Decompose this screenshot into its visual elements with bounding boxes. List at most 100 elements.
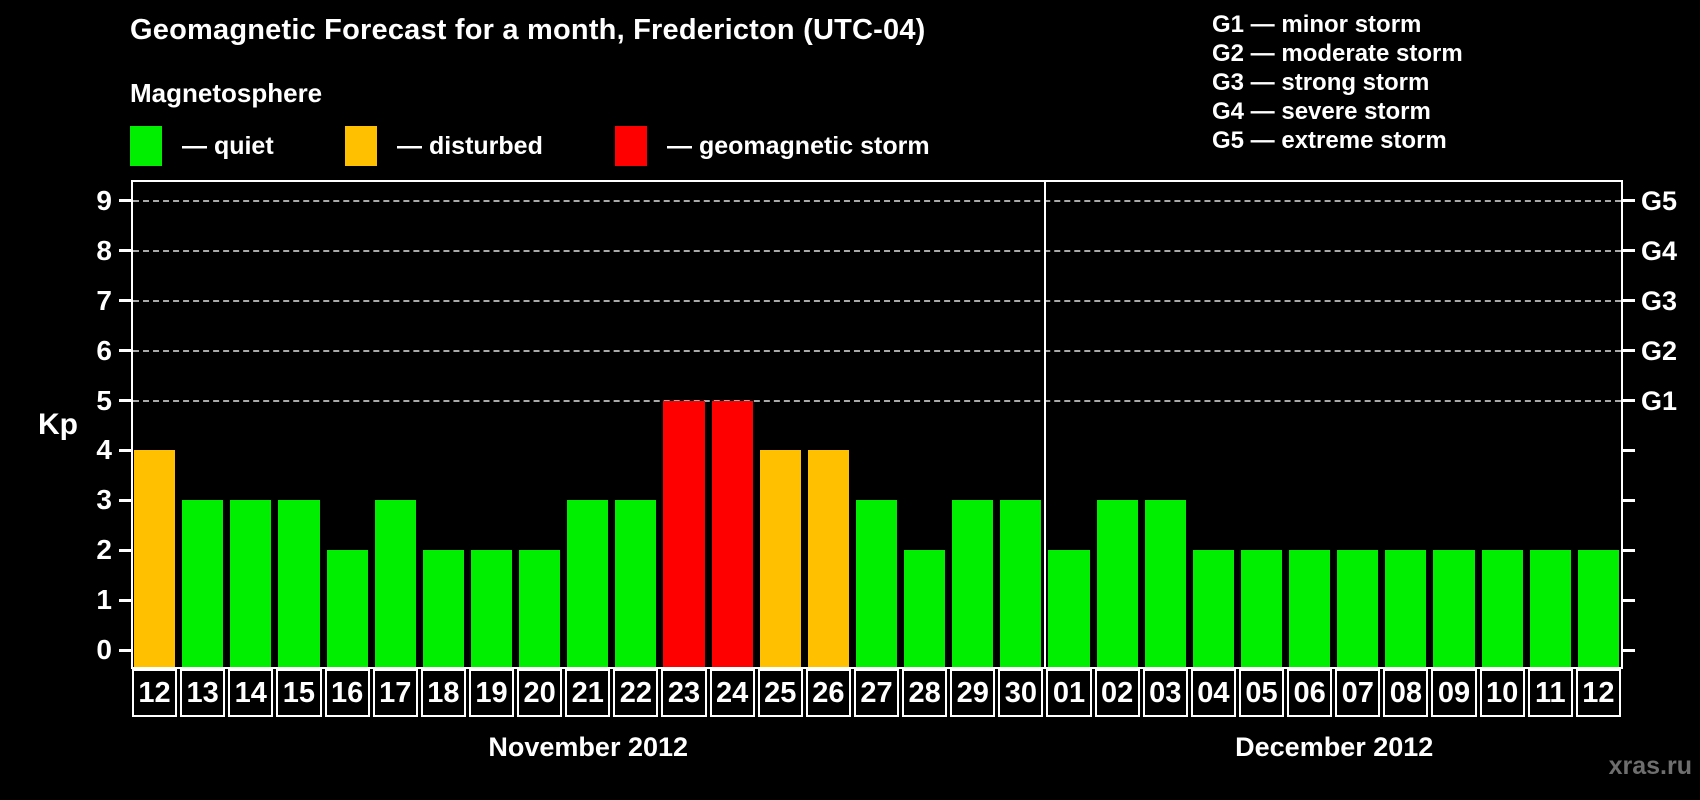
left-axis-tick <box>119 448 131 452</box>
disturbed-color-swatch <box>345 126 377 166</box>
gridline-kp7 <box>133 299 1621 302</box>
legend-title: Magnetosphere <box>130 78 323 108</box>
legend-item-label: — quiet <box>182 131 274 160</box>
g-scale-tick-label: G3 <box>1641 285 1678 316</box>
g-legend-line-g3: G3 — strong storm <box>1212 69 1430 96</box>
kp-bar <box>904 550 946 667</box>
kp-bar <box>422 550 464 667</box>
right-axis-tick <box>1623 648 1635 652</box>
kp-bar <box>1240 550 1283 667</box>
day-label: 01 <box>1046 669 1092 717</box>
y-tick-label: 3 <box>96 484 112 516</box>
left-axis-tick <box>119 548 131 552</box>
kp-bar <box>1096 500 1138 667</box>
kp-bar <box>519 550 561 667</box>
day-label: 24 <box>709 669 755 717</box>
day-label: 16 <box>324 669 370 717</box>
kp-bar <box>1337 550 1379 667</box>
kp-bar <box>182 500 224 667</box>
left-axis-tick <box>119 648 131 652</box>
right-axis-tick <box>1623 498 1635 502</box>
day-label: 12 <box>1575 669 1621 717</box>
day-label: 30 <box>998 669 1044 717</box>
left-axis-tick <box>119 498 131 502</box>
page-title: Geomagnetic Forecast for a month, Freder… <box>130 14 926 46</box>
kp-bar <box>759 450 801 667</box>
right-axis-tick <box>1623 199 1635 203</box>
kp-bar <box>1385 550 1427 667</box>
left-axis-tick <box>119 349 131 353</box>
storm-color-swatch <box>615 126 647 166</box>
y-axis-label: Kp <box>38 408 78 441</box>
left-axis-tick <box>119 598 131 602</box>
y-tick-label: 6 <box>96 334 112 366</box>
right-axis-tick <box>1623 249 1635 253</box>
watermark: xras.ru <box>1608 752 1692 780</box>
legend-item-quiet: — quiet <box>130 126 274 166</box>
kp-bar <box>230 500 272 667</box>
day-label: 21 <box>565 669 611 717</box>
y-tick-label: 5 <box>96 384 112 416</box>
g-scale-tick-label: G4 <box>1641 235 1678 266</box>
kp-bar <box>1192 550 1234 667</box>
right-axis-tick <box>1623 548 1635 552</box>
right-axis-tick <box>1623 299 1635 303</box>
g-scale-legend: G1 — minor storm G2 — moderate storm G3 … <box>1212 10 1463 155</box>
y-tick-label: 8 <box>96 234 112 266</box>
kp-bar <box>855 500 898 667</box>
day-label: 23 <box>661 669 707 717</box>
kp-bar <box>1048 550 1090 667</box>
day-label: 15 <box>276 669 322 717</box>
gridline-kp5 <box>133 399 1621 402</box>
legend-item-disturbed: — disturbed <box>345 126 543 166</box>
day-label: 20 <box>517 669 563 717</box>
y-tick-label: 9 <box>96 184 112 216</box>
right-axis-tick <box>1623 598 1635 602</box>
kp-bar <box>711 400 753 667</box>
y-tick-label: 0 <box>96 634 112 665</box>
kp-bar <box>1433 550 1475 667</box>
right-axis-tick <box>1623 448 1635 452</box>
kp-bar <box>1529 550 1571 667</box>
kp-bar <box>1000 500 1042 667</box>
kp-bar <box>1289 550 1331 667</box>
legend-item-label: — geomagnetic storm <box>667 131 930 160</box>
day-label: 11 <box>1527 669 1573 717</box>
right-axis-tick <box>1623 399 1635 402</box>
day-label: 05 <box>1238 669 1285 717</box>
day-label: 14 <box>228 669 274 717</box>
g-legend-line-g1: G1 — minor storm <box>1212 11 1422 38</box>
y-tick-label: 2 <box>96 534 112 566</box>
kp-bar <box>326 550 368 667</box>
left-axis-tick <box>119 299 131 303</box>
y-tick-label: 7 <box>96 284 112 316</box>
day-label: 13 <box>180 669 226 717</box>
day-label: 19 <box>468 669 515 717</box>
day-label: 25 <box>757 669 803 717</box>
kp-bar <box>374 500 416 667</box>
kp-bar <box>807 450 849 667</box>
right-axis-tick <box>1623 349 1635 353</box>
day-label: 18 <box>420 669 466 717</box>
left-axis-tick <box>119 399 131 402</box>
day-label: 12 <box>132 669 178 717</box>
day-label: 10 <box>1479 669 1525 717</box>
kp-bar <box>470 550 513 667</box>
day-label: 09 <box>1431 669 1477 717</box>
y-tick-label: 1 <box>96 584 112 616</box>
day-label: 04 <box>1190 669 1236 717</box>
day-label: 29 <box>950 669 996 717</box>
gridline-kp9 <box>133 199 1621 202</box>
y-tick-label: 4 <box>96 434 112 466</box>
g-scale-tick-label: G5 <box>1641 185 1678 216</box>
day-label: 07 <box>1335 669 1381 717</box>
kp-bar <box>134 450 176 667</box>
day-label: 28 <box>902 669 948 717</box>
kp-bar <box>278 500 320 667</box>
kp-bar <box>567 500 609 667</box>
month-separator-line <box>1044 180 1047 669</box>
kp-bar <box>615 500 657 667</box>
day-label: 08 <box>1383 669 1429 717</box>
day-label: 22 <box>613 669 659 717</box>
